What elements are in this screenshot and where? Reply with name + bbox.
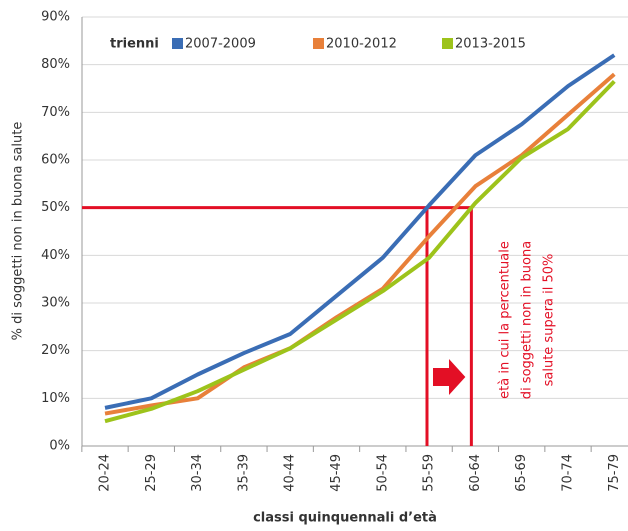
y-tick-label: 40% <box>41 248 70 263</box>
x-tick-label: 45-49 <box>329 454 344 492</box>
y-tick-label: 60% <box>41 153 70 168</box>
y-tick-label: 0% <box>49 439 70 454</box>
y-tick-label: 70% <box>41 105 70 120</box>
x-tick-label: 40-44 <box>283 454 298 492</box>
y-axis-title: % di soggetti non in buona salute <box>11 122 26 341</box>
legend-title: trienni <box>110 37 159 52</box>
y-tick-label: 30% <box>41 296 70 311</box>
x-tick-label: 70-74 <box>561 454 576 492</box>
legend-swatch <box>442 38 453 49</box>
legend-label: 2007-2009 <box>185 37 256 52</box>
y-tick-label: 50% <box>41 200 70 215</box>
y-tick-label: 10% <box>41 391 70 406</box>
x-tick-label: 75-79 <box>607 454 622 492</box>
series-line <box>104 72 616 416</box>
legend-swatch <box>313 38 324 49</box>
annotation: età in cui la percentuale <box>498 241 513 399</box>
legend-label: 2010-2012 <box>326 37 397 52</box>
series-line <box>104 79 616 424</box>
x-tick-label: 35-39 <box>236 454 251 492</box>
x-tick-label: 65-69 <box>514 454 529 492</box>
y-tick-label: 20% <box>41 343 70 358</box>
annotation: salute supera il 50% <box>542 254 557 387</box>
x-axis-title: classi quinquennali d’età <box>253 511 437 526</box>
legend-swatch <box>172 38 183 49</box>
x-tick-label: 30-34 <box>190 454 205 492</box>
legend-label: 2013-2015 <box>455 37 526 52</box>
arrow <box>432 359 466 395</box>
x-tick-label: 25-29 <box>144 454 159 492</box>
series-line <box>104 53 616 410</box>
annotation: di soggetti non in buona <box>520 241 535 399</box>
x-tick-label: 20-24 <box>98 454 113 492</box>
x-tick-label: 60-64 <box>468 454 483 492</box>
y-tick-label: 80% <box>41 57 70 72</box>
y-tick-label: 90% <box>41 10 70 25</box>
x-tick-label: 55-59 <box>422 454 437 492</box>
x-tick-label: 50-54 <box>375 454 390 492</box>
